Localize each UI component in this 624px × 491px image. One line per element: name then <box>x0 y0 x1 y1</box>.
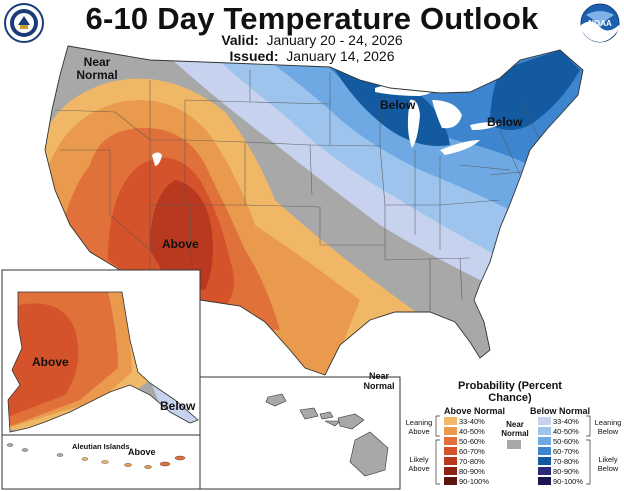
legend-above-label: 90-100% <box>459 477 490 486</box>
legend-above-swatch <box>444 447 457 455</box>
legend-below-swatch <box>538 477 551 485</box>
legend-below-label: 50-60% <box>553 437 579 446</box>
legend-above-row: 80-90% <box>444 467 485 476</box>
issued-label: Issued: <box>229 48 279 64</box>
below-great-lakes-label: Below <box>380 98 416 112</box>
legend-above-label: 70-80% <box>459 457 485 466</box>
legend-likely-below: Likely Below <box>597 455 619 473</box>
page-title: 6-10 Day Temperature Outlook <box>85 1 539 36</box>
legend-above-label: 33-40% <box>459 417 485 426</box>
legend-below-row: 40-50% <box>538 427 579 436</box>
legend-likely-above: Likely Above <box>408 455 430 473</box>
legend-leaning-above: Leaning Above <box>405 418 433 436</box>
legend-below-header: Below Normal <box>530 406 591 416</box>
aleutian-islands-shapes <box>6 443 186 469</box>
legend-above-swatch <box>444 437 457 445</box>
below-alaska-panhandle-label: Below <box>160 399 196 413</box>
below-70-80-northeast-region <box>490 50 580 130</box>
legend-below-label: 90-100% <box>553 477 584 486</box>
legend-above-row: 33-40% <box>444 417 485 426</box>
state-boundaries <box>54 70 541 312</box>
legend-above-swatch <box>444 457 457 465</box>
legend-below-label: 40-50% <box>553 427 579 436</box>
legend-above-label: 50-60% <box>459 437 485 446</box>
legend-above-label: 80-90% <box>459 467 485 476</box>
legend-above-row: 70-80% <box>444 457 485 466</box>
below-70-80-great-lakes-region <box>330 62 450 146</box>
legend-below-swatch <box>538 457 551 465</box>
legend-above-swatch <box>444 427 457 435</box>
lake-michigan <box>407 99 420 148</box>
noaa-logo-text: NOAA <box>588 19 612 28</box>
legend-above-row: 40-50% <box>444 427 485 436</box>
above-70-80-region <box>150 180 214 290</box>
hawaii-islands <box>265 393 389 477</box>
legend-below-swatch <box>538 467 551 475</box>
legend-below-label: 80-90% <box>553 467 579 476</box>
lake-erie <box>440 140 480 155</box>
near-normal-pnw-label: Near Normal <box>76 55 118 82</box>
valid-label: Valid: <box>221 32 259 48</box>
legend-above-swatch <box>444 467 457 475</box>
aleutian-islands-label: Aleutian Islands <box>72 442 130 451</box>
legend-above-swatch <box>444 417 457 425</box>
legend-below-row: 50-60% <box>538 437 579 446</box>
near-normal-hawaii-label: Near Normal <box>363 371 395 391</box>
great-salt-lake <box>152 152 162 166</box>
legend-near-normal-label: Near Normal <box>501 420 529 438</box>
valid-dates: January 20 - 24, 2026 <box>266 32 403 48</box>
above-southwest-label: Above <box>162 237 199 251</box>
lake-huron <box>432 100 462 129</box>
legend-above-row: 50-60% <box>444 437 485 446</box>
lake-ontario <box>470 122 500 130</box>
below-northeast-label: Below <box>487 115 523 129</box>
legend-leaning-below: Leaning Below <box>594 418 622 436</box>
noaa-logo-icon: NOAA <box>580 3 620 43</box>
valid-dates-line: Valid: January 20 - 24, 2026 <box>0 32 624 48</box>
legend-below-row: 70-80% <box>538 457 579 466</box>
legend-above-row: 90-100% <box>444 477 489 486</box>
legend-below-row: 80-90% <box>538 467 579 476</box>
legend-near-normal-swatch <box>507 440 521 449</box>
legend-above-header: Above Normal <box>444 406 506 416</box>
legend-below-swatch <box>538 447 551 455</box>
legend-below-swatch <box>538 437 551 445</box>
above-aleutians-label: Above <box>128 447 156 457</box>
department-of-commerce-seal-icon <box>4 3 44 43</box>
legend-below-swatch <box>538 427 551 435</box>
legend-below-label: 60-70% <box>553 447 579 456</box>
above-alaska-label: Above <box>32 355 69 369</box>
issued-date-line: Issued: January 14, 2026 <box>0 48 624 64</box>
legend-below-row: 33-40% <box>538 417 579 426</box>
legend-below-row: 90-100% <box>538 477 583 486</box>
legend-title: Probability (Percent Chance) <box>458 380 562 404</box>
legend-below-row: 60-70% <box>538 447 579 456</box>
legend-below-swatch <box>538 417 551 425</box>
legend-above-label: 60-70% <box>459 447 485 456</box>
legend-below-label: 70-80% <box>553 457 579 466</box>
legend-above-row: 60-70% <box>444 447 485 456</box>
legend-above-swatch <box>444 477 457 485</box>
legend-below-label: 33-40% <box>553 417 579 426</box>
issued-date: January 14, 2026 <box>286 48 395 64</box>
alaska-outline <box>7 291 199 433</box>
legend-above-label: 40-50% <box>459 427 485 436</box>
